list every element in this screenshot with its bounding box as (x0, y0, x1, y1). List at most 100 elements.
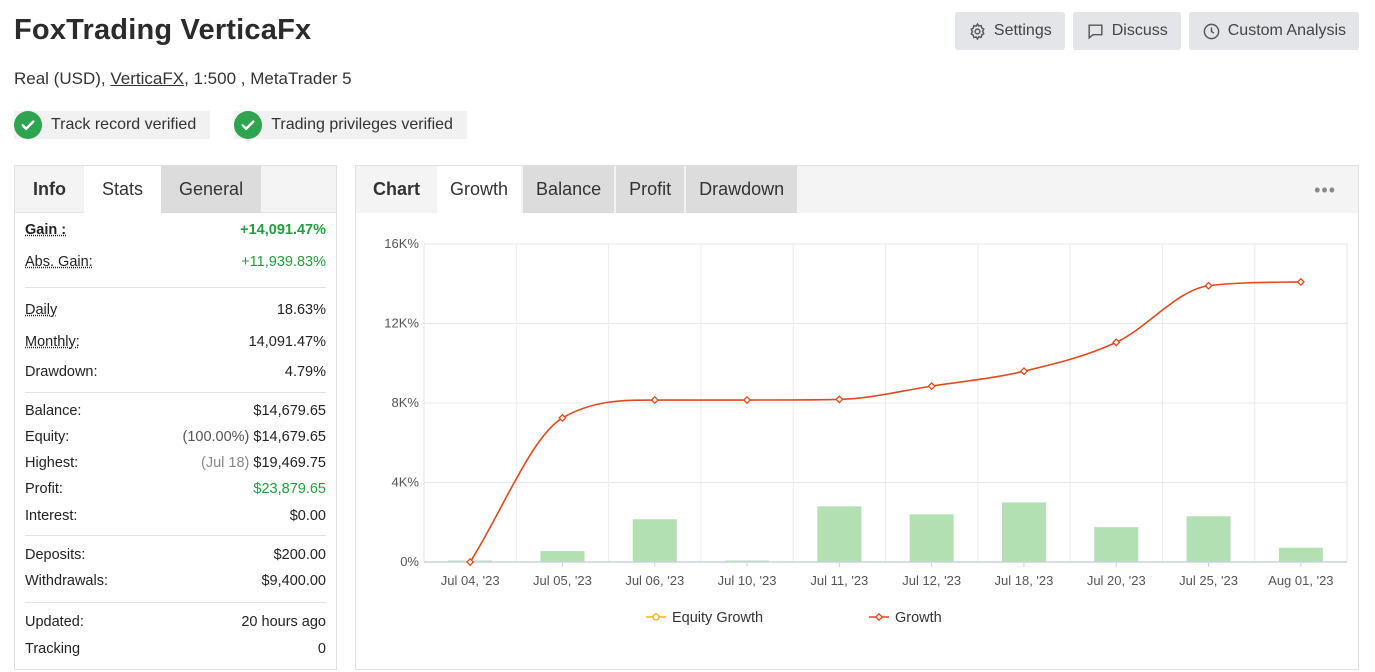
broker-link[interactable]: VerticaFX (110, 69, 185, 88)
stat-row-abs-gain: Abs. Gain: +11,939.83% (25, 247, 326, 277)
growth-point (927, 381, 936, 391)
x-tick-label: Jul 10, '23 (718, 573, 777, 588)
account-subtitle: Real (USD), VerticaFX, 1:500 , MetaTrade… (14, 69, 352, 89)
page-title: FoxTrading VerticaFx (14, 14, 312, 46)
tab-stats[interactable]: Stats (84, 166, 162, 213)
x-tick-label: Jul 06, '23 (625, 573, 684, 588)
tab-chart[interactable]: Chart (373, 179, 421, 199)
x-tick-label: Jul 12, '23 (902, 573, 961, 588)
growth-point (1204, 281, 1213, 290)
monthly-label[interactable]: Monthly: (25, 334, 80, 350)
bar (1001, 502, 1046, 562)
interest-value: $0.00 (289, 508, 326, 524)
chart-tabs: Chart Growth Balance Profit Drawdown ••• (356, 166, 1358, 213)
more-options-icon[interactable]: ••• (1314, 180, 1336, 200)
bar (817, 506, 862, 562)
withdrawals-value: $9,400.00 (261, 573, 326, 589)
deposits-label: Deposits: (25, 547, 86, 563)
legend-label: Equity Growth (672, 610, 763, 626)
gain-value: +14,091.47% (240, 222, 326, 238)
stat-row-profit: Profit: $23,879.65 (25, 476, 326, 502)
settings-label: Settings (993, 22, 1052, 39)
settings-button[interactable]: Settings (954, 12, 1065, 50)
equity-value: $14,679.65 (253, 429, 326, 445)
daily-value: 18.63% (276, 302, 326, 318)
legend-label: Growth (895, 610, 942, 626)
leverage-platform: , 1:500 , MetaTrader 5 (184, 69, 352, 88)
updated-label: Updated: (25, 614, 84, 630)
monthly-value: 14,091.47% (248, 334, 326, 350)
stat-row-gain: Gain : +14,091.47% (25, 213, 326, 247)
highest-date: (Jul 18) (201, 455, 250, 471)
x-tick-label: Jul 18, '23 (995, 573, 1054, 588)
tracking-value: 0 (317, 641, 326, 657)
stats-list: Gain : +14,091.47% Abs. Gain: +11,939.83… (15, 213, 336, 662)
stat-row-interest: Interest: $0.00 (25, 502, 326, 530)
stat-row-drawdown: Drawdown: 4.79% (25, 358, 326, 386)
bar (1278, 547, 1323, 562)
stat-row-equity: Equity: (100.00%) $14,679.65 (25, 424, 326, 450)
legend-marker (874, 612, 884, 622)
divider (25, 392, 326, 393)
x-tick-label: Jul 11, '23 (810, 573, 868, 588)
gain-label[interactable]: Gain : (25, 222, 67, 238)
growth-point (466, 557, 475, 567)
growth-point (1112, 338, 1121, 347)
top-toolbar: Settings Discuss Custom Analysis (954, 12, 1359, 50)
updated-value: 20 hours ago (241, 614, 326, 630)
growth-point (558, 413, 567, 423)
tracking-label: Tracking (25, 641, 81, 657)
y-tick-label: 16K% (384, 236, 419, 251)
trading-privileges-label: Trading privileges verified (271, 116, 453, 133)
abs-gain-label[interactable]: Abs. Gain: (25, 254, 93, 270)
daily-label[interactable]: Daily (25, 302, 58, 318)
gear-icon (970, 22, 985, 40)
tab-drawdown[interactable]: Drawdown (686, 166, 798, 213)
clock-icon (1203, 23, 1220, 39)
stat-row-withdrawals: Withdrawals: $9,400.00 (25, 568, 326, 594)
custom-analysis-label: Custom Analysis (1227, 22, 1346, 39)
growth-point (835, 395, 844, 404)
growth-point (1019, 367, 1029, 376)
x-tick-label: Jul 04, '23 (441, 573, 500, 588)
discuss-label: Discuss (1111, 22, 1168, 39)
stat-row-daily: Daily 18.63% (25, 294, 326, 326)
tab-general[interactable]: General (161, 166, 262, 213)
stat-row-monthly: Monthly: 14,091.47% (25, 326, 326, 358)
deposits-value: $200.00 (273, 547, 326, 563)
x-tick-label: Jul 25, '23 (1179, 573, 1238, 588)
growth-chart: 16K% 12K% 8K% 4K% 0% Jul 04, '23 Jul 05, '23 Ju… (384, 236, 1348, 626)
tab-profit[interactable]: Profit (616, 166, 685, 213)
stat-row-balance: Balance: $14,679.65 (25, 398, 326, 424)
balance-value: $14,679.65 (253, 403, 326, 419)
custom-analysis-button[interactable]: Custom Analysis (1188, 12, 1359, 50)
bar (1094, 527, 1139, 562)
stat-row-updated: Updated: 20 hours ago (25, 608, 326, 636)
bar (1186, 516, 1231, 562)
legend-marker (652, 613, 660, 621)
withdrawals-label: Withdrawals: (25, 573, 108, 589)
growth-point (650, 395, 659, 405)
growth-line (469, 281, 1301, 563)
stat-row-tracking: Tracking 0 (25, 636, 326, 662)
tab-balance[interactable]: Balance (523, 166, 615, 213)
chart-panel: Chart Growth Balance Profit Drawdown •••… (355, 165, 1359, 670)
tab-growth[interactable]: Growth (437, 166, 522, 213)
track-record-badge: Track record verified (14, 111, 211, 139)
bar (909, 514, 954, 562)
divider (25, 287, 326, 288)
check-circle-icon (14, 111, 42, 139)
profit-label: Profit: (25, 481, 63, 497)
x-tick-label: Jul 05, '23 (533, 573, 592, 588)
comment-icon (1088, 23, 1103, 39)
divider (25, 535, 326, 536)
y-tick-label: 8K% (392, 395, 420, 410)
divider (25, 602, 326, 603)
tab-info[interactable]: Info (33, 179, 66, 199)
highest-label: Highest: (25, 455, 79, 471)
x-tick-label: Jul 20, '23 (1087, 573, 1146, 588)
discuss-button[interactable]: Discuss (1072, 12, 1181, 50)
track-record-label: Track record verified (51, 116, 197, 133)
x-tick-label: Aug 01, '23 (1268, 573, 1333, 588)
stats-tabs: Info Stats General (15, 166, 336, 213)
